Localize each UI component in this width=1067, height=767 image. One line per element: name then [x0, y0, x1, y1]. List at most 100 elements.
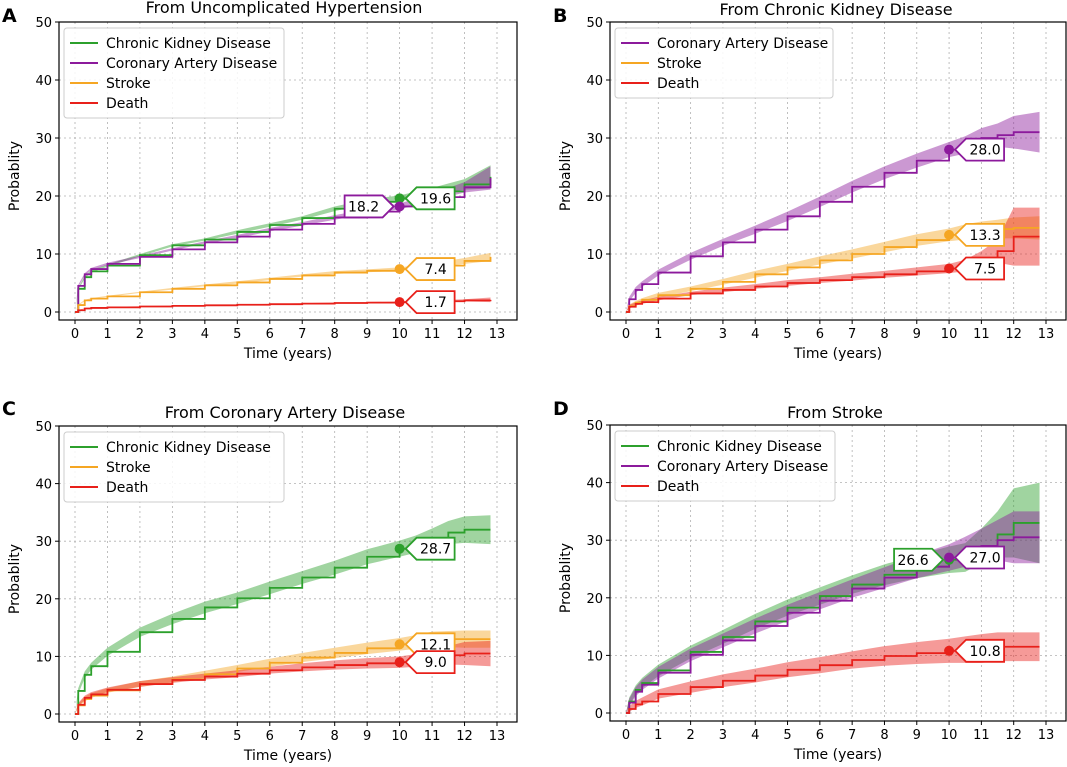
x-tick-label: 0 — [71, 327, 79, 342]
x-tick-label: 8 — [331, 327, 339, 342]
panel-a: 0 1 2 3 4 5 6 7 8 9 10 11 12 130102030405019.618.27.4… — [2, 0, 518, 362]
y-tick-label: 20 — [35, 190, 52, 205]
y-tick-label: 10 — [586, 248, 603, 263]
x-tick-label: 7 — [848, 327, 856, 342]
legend-label: Death — [106, 480, 148, 496]
y-tick-label: 30 — [35, 132, 52, 147]
x-tick-label: 5 — [783, 327, 791, 342]
x-tick-label: 5 — [233, 327, 241, 342]
x-tick-label: 1 — [103, 729, 111, 744]
x-tick-label: 1 — [654, 327, 662, 342]
x-tick-label: 13 — [489, 327, 506, 342]
x-tick-label: 2 — [136, 327, 144, 342]
y-tick-label: 20 — [586, 592, 603, 607]
x-tick-label: 7 — [298, 729, 306, 744]
x-axis-label: Time (years) — [793, 747, 882, 763]
x-tick-label: 6 — [816, 728, 824, 743]
annotation-label: 7.4 — [424, 262, 446, 278]
y-tick-label: 30 — [586, 534, 603, 549]
y-tick-label: 20 — [35, 593, 52, 608]
x-tick-label: 13 — [1038, 327, 1055, 342]
x-tick-label: 4 — [751, 728, 759, 743]
x-tick-label: 13 — [489, 729, 506, 744]
annotation-label: 28.0 — [969, 143, 1000, 159]
x-tick-label: 8 — [880, 327, 888, 342]
annotation-callout — [404, 650, 456, 675]
x-tick-label: 0 — [622, 728, 630, 743]
legend — [63, 431, 285, 503]
panel-title: From Uncomplicated Hypertension — [146, 0, 423, 17]
x-tick-label: 10 — [391, 327, 408, 342]
y-tick-label: 40 — [35, 478, 52, 493]
annotation-callout — [404, 290, 456, 315]
annotation-label: 13.3 — [969, 228, 1000, 244]
legend-label: Coronary Artery Disease — [657, 36, 828, 52]
annotation-point — [944, 552, 955, 563]
x-tick-label: 4 — [201, 729, 209, 744]
annotation-point — [944, 645, 955, 656]
y-tick-label: 50 — [35, 16, 52, 31]
x-tick-label: 10 — [391, 729, 408, 744]
panel-label: C — [2, 398, 16, 420]
x-tick-label: 3 — [719, 728, 727, 743]
x-tick-label: 10 — [941, 728, 958, 743]
y-axis-label: Probablity — [558, 141, 574, 211]
y-tick-label: 0 — [595, 707, 603, 722]
annotation-point — [944, 144, 955, 155]
x-tick-label: 4 — [201, 327, 209, 342]
x-tick-label: 13 — [1038, 728, 1055, 743]
y-tick-label: 0 — [595, 306, 603, 321]
annotation-point — [944, 229, 955, 240]
panel-label: D — [553, 398, 569, 420]
panel-title: From Stroke — [787, 403, 883, 422]
y-axis-label: Probablity — [7, 141, 23, 211]
x-tick-label: 11 — [424, 729, 441, 744]
legend-label: Chronic Kidney Disease — [106, 36, 271, 52]
x-tick-label: 11 — [973, 728, 990, 743]
legend-label: Chronic Kidney Disease — [106, 440, 271, 456]
ci-band-0 — [626, 111, 1040, 313]
x-tick-label: 10 — [941, 327, 958, 342]
axes-frame — [609, 424, 1067, 722]
x-tick-label: 9 — [913, 327, 921, 342]
annotation-callout — [953, 256, 1005, 281]
y-tick-label: 50 — [586, 419, 603, 434]
annotation-callout — [953, 545, 1005, 570]
annotation-callout — [953, 638, 1005, 663]
x-axis-label: Time (years) — [793, 346, 882, 362]
x-tick-label: 3 — [719, 327, 727, 342]
annotation-label: 10.8 — [969, 644, 1000, 660]
annotation-point — [394, 193, 405, 204]
ci-band-0 — [626, 482, 1040, 713]
x-tick-label: 6 — [266, 327, 274, 342]
annotation-callout — [893, 547, 945, 572]
y-tick-label: 40 — [35, 74, 52, 89]
annotation-point — [944, 263, 955, 274]
y-tick-label: 50 — [35, 420, 52, 435]
x-tick-label: 2 — [136, 729, 144, 744]
y-tick-label: 40 — [586, 477, 603, 492]
annotation-label: 27.0 — [969, 550, 1000, 566]
legend — [614, 430, 836, 502]
legend-label: Stroke — [106, 460, 151, 476]
annotation-point — [394, 264, 405, 275]
annotation-label: 1.7 — [424, 295, 446, 311]
x-tick-label: 11 — [973, 327, 990, 342]
panel-title: From Chronic Kidney Disease — [719, 0, 952, 19]
y-tick-label: 10 — [35, 650, 52, 665]
x-tick-label: 11 — [424, 327, 441, 342]
annotation-callout — [404, 186, 456, 211]
legend-label: Death — [106, 96, 148, 112]
x-tick-label: 0 — [622, 327, 630, 342]
annotation-label: 26.6 — [897, 553, 928, 569]
axes-frame — [609, 21, 1067, 321]
x-tick-label: 8 — [331, 729, 339, 744]
y-tick-label: 10 — [586, 649, 603, 664]
legend-label: Chronic Kidney Disease — [657, 439, 822, 455]
legend — [63, 27, 285, 119]
annotation-label: 18.2 — [348, 199, 379, 215]
x-tick-label: 8 — [880, 728, 888, 743]
ci-band-2 — [75, 640, 491, 714]
panel-b: 0 1 2 3 4 5 6 7 8 9 10 11 12 130102030405028.013.37.5… — [553, 0, 1067, 362]
